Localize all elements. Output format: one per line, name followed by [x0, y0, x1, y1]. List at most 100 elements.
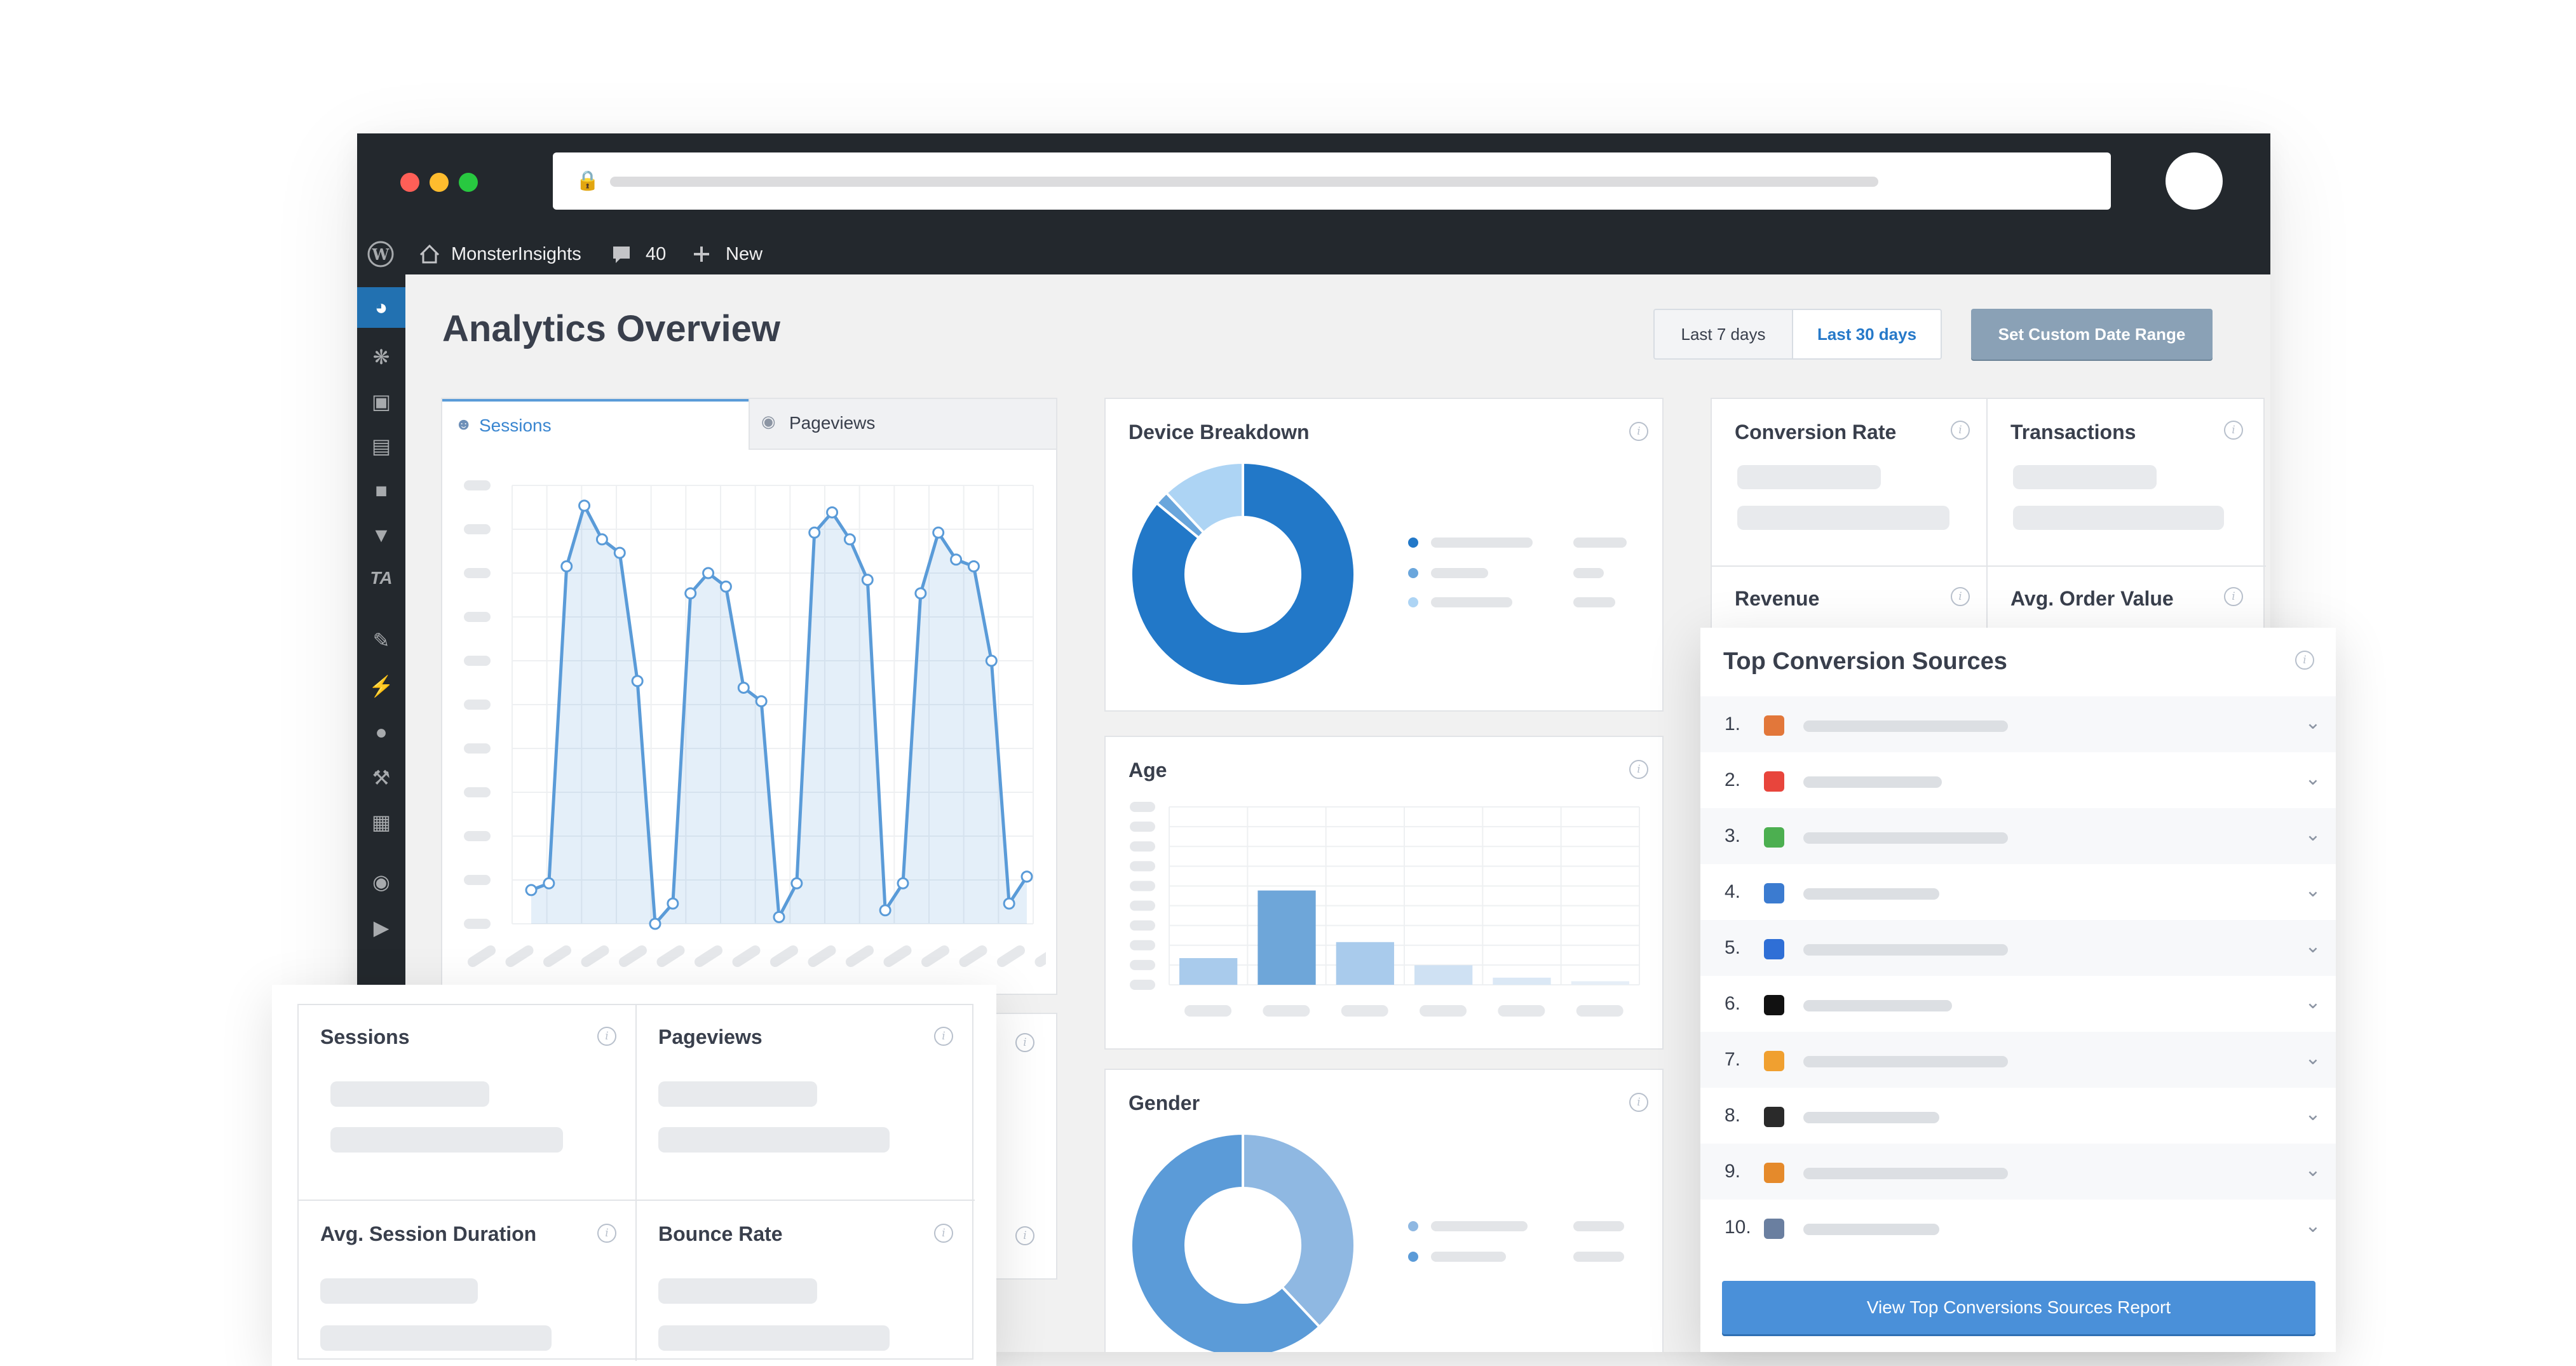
tab-sessions[interactable]: ☻ Sessions	[442, 399, 749, 450]
value-placeholder	[658, 1325, 890, 1351]
info-icon[interactable]: i	[1629, 1093, 1648, 1112]
settings-icon[interactable]: ▦	[371, 811, 391, 834]
pages-icon[interactable]: ▤	[371, 435, 391, 457]
sessions-metrics-panel: Sessions i Pageviews i Avg. Session Dura…	[272, 985, 996, 1366]
list-item[interactable]: 3. ⌄	[1700, 808, 2336, 864]
users-icon[interactable]: ●	[375, 720, 388, 743]
view-top-sources-report-button[interactable]: View Top Conversions Sources Report	[1722, 1281, 2315, 1334]
data-point	[719, 580, 732, 593]
chevron-down-icon[interactable]: ⌄	[2305, 712, 2321, 733]
pin-icon[interactable]: ❋	[372, 346, 390, 369]
chevron-down-icon[interactable]: ⌄	[2305, 1048, 2321, 1069]
x-tick-placeholder	[1341, 1005, 1388, 1017]
last-30-days-button[interactable]: Last 30 days	[1792, 309, 1942, 360]
play-icon[interactable]: ▶	[373, 916, 390, 939]
gender-slice	[1242, 1132, 1356, 1329]
list-item[interactable]: 1. ⌄	[1700, 696, 2336, 752]
info-icon[interactable]: i	[1629, 760, 1648, 779]
chevron-down-icon[interactable]: ⌄	[2305, 1215, 2321, 1236]
comments-sidebar-icon[interactable]: ■	[375, 479, 388, 502]
legend-dot	[1408, 1221, 1418, 1231]
list-item[interactable]: 6. ⌄	[1700, 976, 2336, 1032]
close-window-dot[interactable]	[400, 173, 419, 192]
device-breakdown-card: Device Breakdown i	[1104, 398, 1664, 712]
site-name-link[interactable]: MonsterInsights	[451, 244, 581, 264]
list-item[interactable]: 8. ⌄	[1700, 1088, 2336, 1144]
info-icon[interactable]: i	[1951, 421, 1970, 440]
chevron-down-icon[interactable]: ⌄	[2305, 936, 2321, 957]
list-item-number: 2.	[1725, 769, 1741, 790]
chevron-down-icon[interactable]: ⌄	[2305, 880, 2321, 901]
data-point	[667, 897, 679, 910]
sidebar-item-dashboard[interactable]: ◕	[357, 287, 405, 328]
profile-avatar[interactable]	[2166, 152, 2223, 210]
info-icon[interactable]: i	[934, 1224, 953, 1243]
gender-slice	[1130, 1132, 1322, 1352]
appearance-icon[interactable]: ✎	[372, 629, 390, 652]
m-black-icon	[1764, 995, 1784, 1015]
info-icon[interactable]: i	[1951, 587, 1970, 606]
info-icon[interactable]: i	[1629, 422, 1648, 441]
legend-placeholder	[1431, 1252, 1506, 1262]
address-bar[interactable]: 🔒	[553, 152, 2111, 210]
chevron-down-icon[interactable]: ⌄	[2305, 1104, 2321, 1125]
pageviews-title: Pageviews	[658, 1025, 763, 1048]
info-icon[interactable]: i	[2224, 421, 2243, 440]
minimize-window-dot[interactable]	[430, 173, 449, 192]
info-icon[interactable]: i	[1015, 1033, 1034, 1052]
legend-dot	[1408, 1252, 1418, 1262]
chevron-down-icon[interactable]: ⌄	[2305, 1160, 2321, 1180]
x-tick-placeholder	[581, 945, 609, 967]
list-item-number: 9.	[1725, 1161, 1741, 1182]
home-icon[interactable]	[417, 234, 442, 274]
list-item[interactable]: 7. ⌄	[1700, 1032, 2336, 1088]
tab-pageviews[interactable]: ◉ Pageviews	[749, 399, 1056, 450]
new-content-link[interactable]: New	[726, 244, 763, 264]
media-icon[interactable]: ▣	[371, 390, 391, 413]
comments-count[interactable]: 40	[646, 244, 667, 264]
data-point	[1020, 870, 1033, 883]
sessions-metrics-grid: Sessions i Pageviews i Avg. Session Dura…	[297, 1004, 975, 1361]
chevron-down-icon[interactable]: ⌄	[2305, 992, 2321, 1013]
data-point	[525, 884, 538, 896]
y-tick-placeholder	[464, 612, 491, 622]
list-item[interactable]: 2. ⌄	[1700, 752, 2336, 808]
info-icon[interactable]: i	[597, 1027, 616, 1046]
info-icon[interactable]: i	[1015, 1226, 1034, 1245]
chevron-down-icon[interactable]: ⌄	[2305, 824, 2321, 845]
tools-icon[interactable]: ⚒	[372, 766, 391, 789]
comments-icon[interactable]	[610, 234, 633, 274]
info-icon[interactable]: i	[934, 1027, 953, 1046]
list-item[interactable]: 4. ⌄	[1700, 864, 2336, 920]
list-item[interactable]: 10. ⌄	[1700, 1200, 2336, 1255]
age-bar	[1571, 981, 1629, 985]
info-icon[interactable]: i	[597, 1224, 616, 1243]
wp-icon	[1764, 883, 1784, 903]
plugins-icon[interactable]: ⚡	[369, 675, 394, 698]
lock-icon: 🔒	[576, 170, 600, 191]
legend-placeholder	[1573, 568, 1604, 578]
info-icon[interactable]: i	[2224, 587, 2243, 606]
info-icon[interactable]: i	[2295, 651, 2314, 670]
y-tick-placeholder	[1130, 920, 1155, 931]
ta-icon[interactable]: TA	[370, 568, 393, 588]
list-item[interactable]: 5. ⌄	[1700, 920, 2336, 976]
data-point	[578, 499, 591, 512]
feedback-icon[interactable]: ▼	[371, 524, 391, 546]
data-point	[773, 910, 785, 923]
revenue-title: Revenue	[1735, 587, 1820, 610]
bounce-rate-title: Bounce Rate	[658, 1222, 783, 1245]
chevron-down-icon[interactable]: ⌄	[2305, 768, 2321, 789]
x-tick-placeholder	[1420, 1005, 1467, 1017]
last-7-days-button[interactable]: Last 7 days	[1653, 309, 1793, 360]
custom-date-range-button[interactable]: Set Custom Date Range	[1971, 309, 2213, 360]
insights-icon[interactable]: ◉	[372, 870, 390, 893]
y-tick-placeholder	[464, 568, 491, 578]
list-item[interactable]: 9. ⌄	[1700, 1144, 2336, 1200]
value-placeholder	[1737, 506, 1949, 530]
wordpress-logo-icon[interactable]: W	[366, 234, 395, 274]
age-title: Age	[1129, 759, 1167, 781]
maximize-window-dot[interactable]	[459, 173, 478, 192]
plus-icon[interactable]	[690, 234, 713, 274]
data-point	[843, 533, 856, 546]
